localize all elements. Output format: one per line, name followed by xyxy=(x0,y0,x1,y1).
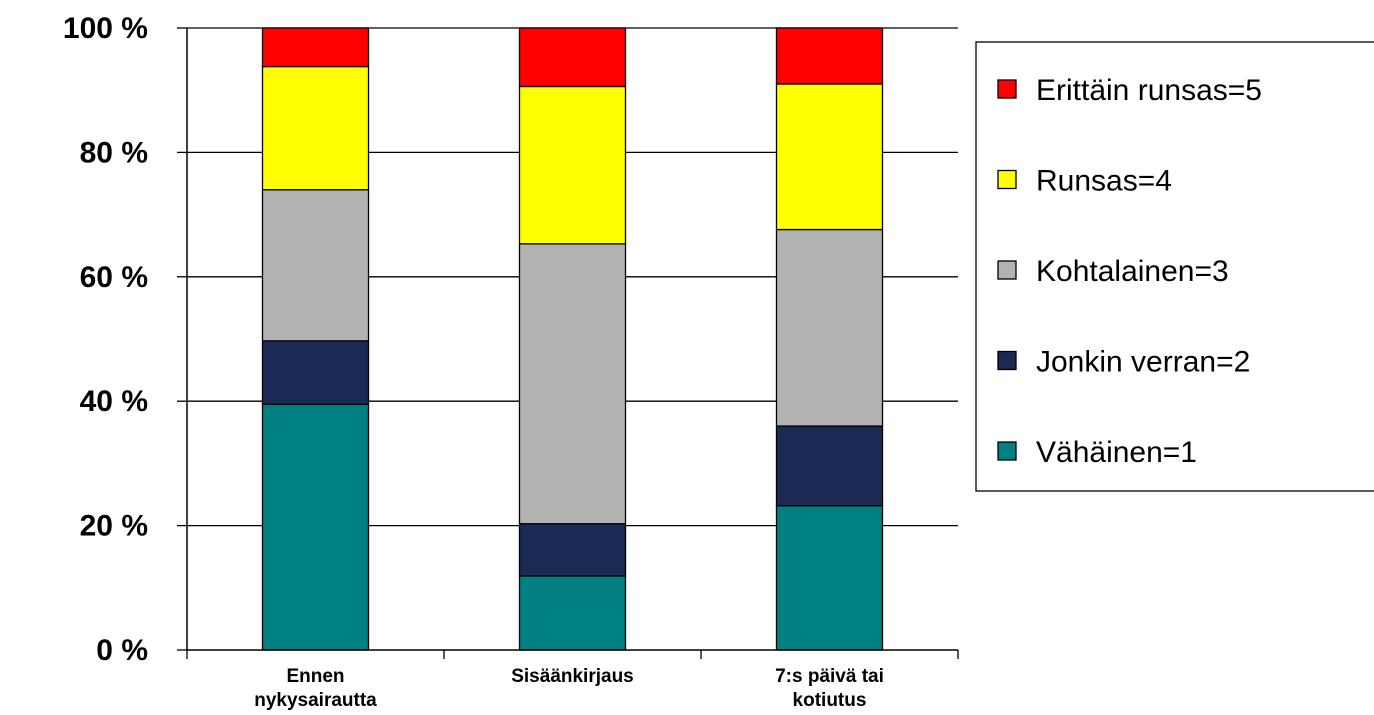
legend-label: Jonkin verran=2 xyxy=(1036,346,1250,379)
bar-segment xyxy=(261,340,370,405)
bar-segment xyxy=(518,243,627,525)
x-tick-label: nykysairautta xyxy=(254,690,377,711)
bar-segment xyxy=(518,85,627,245)
bar-segment xyxy=(261,189,370,342)
legend-label: Erittäin runsas=5 xyxy=(1036,74,1262,107)
legend-swatch xyxy=(997,350,1017,371)
legend-swatch xyxy=(997,441,1017,461)
legend-swatch xyxy=(997,260,1017,280)
bar-segment xyxy=(775,425,884,507)
bar-segment xyxy=(775,83,884,231)
y-tick-label: 100 % xyxy=(63,12,148,45)
legend-label: Kohtalainen=3 xyxy=(1036,255,1229,288)
legend: Erittäin runsas=5 Runsas=4 Kohtalainen=3 Jo… xyxy=(975,41,1374,492)
legend-label: Runsas=4 xyxy=(1036,165,1172,198)
bar-segment xyxy=(775,27,884,85)
axes xyxy=(177,27,959,659)
bar-segment xyxy=(518,27,627,88)
y-tick-label: 60 % xyxy=(80,261,148,294)
bar-segment xyxy=(261,27,370,68)
x-tick-label: 7:s päivä tai xyxy=(775,666,884,687)
y-tick-label: 80 % xyxy=(80,136,148,169)
legend-box xyxy=(975,41,1374,492)
legend-swatch xyxy=(997,169,1017,190)
bars xyxy=(261,27,884,651)
y-tick-labels: 0 % 20 % 40 % 60 % 80 % 100 % xyxy=(63,12,148,667)
bar-segment xyxy=(261,403,370,651)
bar-segment xyxy=(261,65,370,191)
y-tick-label: 0 % xyxy=(96,634,148,667)
bar-segment xyxy=(518,523,627,577)
legend-label: Vähäinen=1 xyxy=(1036,436,1197,469)
bar-segment xyxy=(775,228,884,427)
legend-swatch xyxy=(997,79,1017,99)
x-tick-labels: Ennen nykysairautta Sisäänkirjaus 7:s päivä… xyxy=(254,666,884,711)
y-tick-label: 20 % xyxy=(80,510,148,543)
x-tick-label: Sisäänkirjaus xyxy=(511,666,634,687)
x-tick-label: Ennen xyxy=(286,666,344,687)
bar-segment xyxy=(775,505,884,651)
x-tick-label: kotiutus xyxy=(793,690,867,711)
y-tick-label: 40 % xyxy=(80,385,148,418)
bar-segment xyxy=(518,575,627,651)
